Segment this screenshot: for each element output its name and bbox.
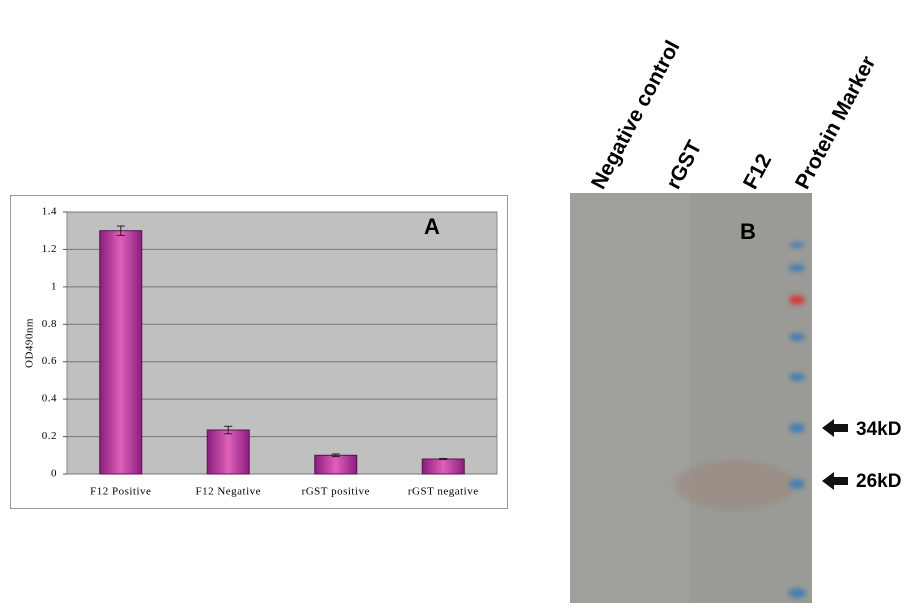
marker-bands — [788, 242, 806, 598]
arrow — [822, 472, 848, 490]
y-axis-label: OD490nm — [24, 318, 36, 368]
x-tick-label: rGST negative — [408, 486, 479, 498]
x-tick-label: F12 Positive — [90, 486, 151, 498]
panel-label: A — [424, 214, 440, 239]
y-tick-label: 0.4 — [42, 393, 57, 405]
bar — [206, 429, 250, 475]
blot-shade — [570, 193, 690, 603]
y-tick-label: 0 — [51, 468, 57, 480]
arrow — [822, 419, 848, 437]
lane-label: Protein Marker — [791, 52, 880, 193]
marker-label: 26kD — [856, 471, 901, 492]
panel-label: B — [740, 219, 756, 244]
lane-label: F12 — [739, 150, 776, 193]
y-tick-label: 1.2 — [42, 243, 57, 255]
bar — [314, 454, 358, 475]
y-tick-label: 1 — [51, 280, 57, 292]
blot-smear — [675, 460, 795, 510]
x-tick-label: F12 Negative — [195, 486, 261, 498]
y-tick-label: 0.6 — [42, 355, 57, 367]
lane-label: rGST — [662, 137, 706, 193]
bar — [99, 230, 143, 475]
y-tick-label: 0.8 — [42, 318, 57, 330]
marker-label: 34kD — [856, 419, 901, 440]
y-tick-label: 1.4 — [42, 206, 57, 218]
x-tick-label: rGST positive — [302, 486, 370, 498]
y-tick-label: 0.2 — [42, 430, 57, 442]
bar — [421, 458, 465, 475]
